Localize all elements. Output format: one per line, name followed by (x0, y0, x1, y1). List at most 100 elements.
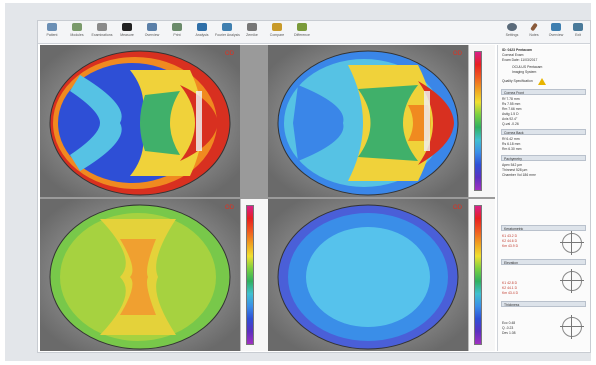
thickness-row: Ecc 0.48 (502, 321, 516, 325)
map-grid: OD OD (40, 45, 495, 351)
toolbar-label: Patient (46, 33, 58, 37)
patient-icon (47, 23, 57, 31)
info-sidebar: ID: 0423 Pentacam Corneal Exam Exam Date… (497, 45, 590, 351)
color-scale (468, 199, 495, 351)
elevation-row: K1 42.8 D (502, 281, 518, 285)
map-elevation-front[interactable]: OD (40, 199, 268, 351)
overview-icon (147, 23, 157, 31)
patient-id: ID: 0423 Pentacam (502, 48, 532, 52)
toolbar-label: Overview (548, 33, 564, 37)
toolbar-label: Measure (120, 33, 134, 37)
toolbar-button-fourier[interactable]: Fourier Analysis (215, 22, 240, 42)
cornea-row: Rs 7.55 mm (502, 102, 521, 106)
print-icon (172, 23, 182, 31)
cornea-row: Rm 7.66 mm (502, 107, 522, 111)
modules-icon (72, 23, 82, 31)
toolbar-label: Compare (269, 33, 285, 37)
quality-label: Quality Specification (502, 79, 533, 83)
elevation-row: Km 43.4 D (502, 291, 519, 295)
axis-crosshair-icon (560, 315, 584, 339)
cornea-row: Astig 1.5 D (502, 112, 519, 116)
eye-map-svg: OD (40, 45, 240, 197)
device-name: OCULUS Pentacam (512, 65, 543, 69)
section-thickness[interactable]: Thickness (501, 301, 586, 307)
color-scale (468, 45, 495, 197)
toolbar-button-settings[interactable]: Settings (500, 22, 524, 42)
cornea-row: Q-val -0.26 (502, 122, 519, 126)
toolbar-label: Fourier Analysis (215, 33, 240, 37)
toolbar-button-zernike[interactable]: Zernike (240, 22, 264, 42)
zernike-icon (247, 23, 257, 31)
axis-crosshair-icon (560, 269, 584, 293)
toolbar-button-overview[interactable]: Overview (140, 22, 164, 42)
scale-bar (474, 205, 482, 345)
toolbar-button-modules[interactable]: Modules (65, 22, 89, 42)
section-elevation[interactable]: Elevation (501, 259, 586, 265)
toolbar-label: Print (173, 33, 181, 37)
toolbar-button-compare[interactable]: Compare (265, 22, 289, 42)
back-row: Rs 6.18 mm (502, 142, 521, 146)
pachy-row: Chamber Vol 186 mm³ (502, 173, 536, 177)
monitor-icon (551, 23, 561, 31)
back-row: Rm 6.30 mm (502, 147, 522, 151)
toolbar-button-monitor[interactable]: Overview (544, 22, 568, 42)
pachy-row: Apex 542 µm (502, 163, 523, 167)
device-sub: Imaging System (512, 70, 537, 74)
toolbar-label: Examinations (91, 33, 113, 37)
fourier-icon (222, 23, 232, 31)
toolbar-button-exit[interactable]: Exit (566, 22, 590, 42)
elevation-row: K2 44.1 D (502, 286, 518, 290)
scale-bar (246, 205, 254, 345)
kerato-row: Km 43.9 D (502, 244, 519, 248)
patient-sub: Corneal Exam (502, 53, 524, 57)
eye-map-svg: OD (268, 199, 468, 351)
toolbar-button-analysis[interactable]: Analysis (190, 22, 214, 42)
pachy-row: Thinnest 528 µm (502, 168, 528, 172)
warning-icon (538, 78, 546, 85)
exit-icon (573, 23, 583, 31)
toolbar-label: Analysis (195, 33, 209, 37)
section-cornea-back[interactable]: Cornea Back (501, 129, 586, 135)
thickness-row: Dev 1.08 (502, 331, 516, 335)
map-axial-curvature-back[interactable]: OD (268, 45, 495, 197)
toolbar-label: Overview (144, 33, 160, 37)
axis-crosshair-icon (560, 231, 584, 255)
toolbar-label: Zernike (246, 33, 258, 37)
pentacam-window: Patient Modules Examinations Measure Ove… (37, 20, 591, 353)
section-keratometric[interactable]: Keratometric (501, 225, 586, 231)
back-row: Rf 6.42 mm (502, 137, 520, 141)
color-scale (240, 199, 268, 351)
od-label: OD (225, 51, 235, 57)
kerato-row: K1 43.2 D (502, 234, 518, 238)
exam-icon (97, 23, 107, 31)
toolbar-button-patient[interactable]: Patient (40, 22, 64, 42)
od-label: OD (453, 205, 463, 211)
map-elevation-back[interactable]: OD (268, 199, 495, 351)
cornea-row: Rf 7.78 mm (502, 97, 520, 101)
kerato-row: K2 44.6 D (502, 239, 518, 243)
toolbar-button-examinations[interactable]: Examinations (90, 22, 114, 42)
map-axial-curvature-front[interactable]: OD (40, 45, 240, 197)
difference-icon (297, 23, 307, 31)
section-cornea-front[interactable]: Cornea Front (501, 89, 586, 95)
eye-map-svg: OD (268, 45, 468, 197)
toolbar: Patient Modules Examinations Measure Ove… (38, 21, 590, 44)
toolbar-label: Exit (575, 33, 581, 37)
toolbar-button-measure[interactable]: Measure (115, 22, 139, 42)
toolbar-label: Notes (529, 33, 539, 37)
section-pachymetry[interactable]: Pachymetry (501, 155, 586, 161)
cornea-row: Axis 92.4° (502, 117, 518, 121)
toolbar-button-difference[interactable]: Difference (290, 22, 314, 42)
toolbar-button-print[interactable]: Print (165, 22, 189, 42)
scale-bar (474, 51, 482, 191)
pen-icon (530, 22, 538, 32)
gear-icon (507, 23, 517, 31)
od-label: OD (225, 205, 235, 211)
analysis-icon (197, 23, 207, 31)
toolbar-button-notes[interactable]: Notes (522, 22, 546, 42)
toolbar-label: Difference (294, 33, 310, 37)
exam-date: Exam Date: 11/03/2017 (502, 58, 538, 62)
toolbar-label: Settings (505, 33, 519, 37)
measure-icon (122, 23, 132, 31)
toolbar-label: Modules (70, 33, 84, 37)
